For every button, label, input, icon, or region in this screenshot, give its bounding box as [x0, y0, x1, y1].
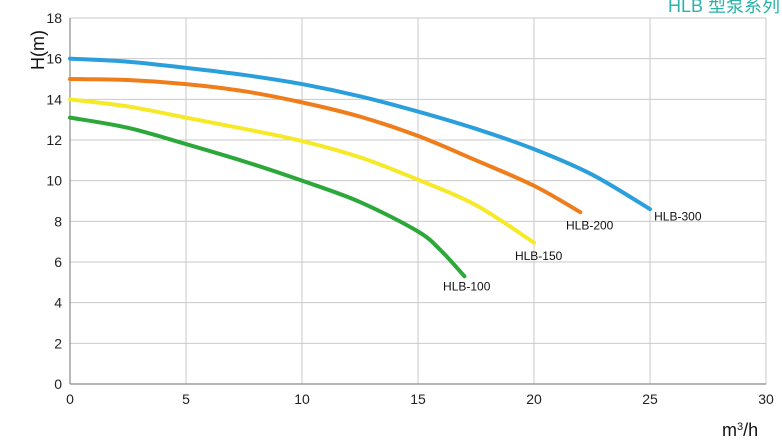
x-tick-label: 10: [294, 391, 310, 407]
series-label-hlb-100: HLB-100: [443, 279, 491, 293]
series-label-hlb-300: HLB-300: [654, 209, 702, 223]
y-tick-label: 18: [46, 10, 62, 26]
y-tick-label: 2: [54, 335, 62, 351]
x-axis-label-tail: /h: [743, 420, 758, 440]
y-tick-label: 16: [46, 51, 62, 67]
x-axis-label-sup: 3: [737, 421, 743, 433]
series-line-hlb-200: [68, 77, 583, 215]
axes: 0 5 10 15 20 25 30 0 2 4 6 8 10 12 14 16 18: [46, 10, 774, 407]
x-tick-label: 5: [182, 391, 190, 407]
series-lines: [68, 56, 652, 279]
y-tick-label: 14: [46, 91, 62, 107]
y-tick-label: 12: [46, 132, 62, 148]
series-line-hlb-150: [68, 97, 536, 245]
grid: [70, 17, 767, 384]
y-tick-label: 6: [54, 254, 62, 270]
series-label-hlb-200: HLB-200: [566, 218, 614, 232]
y-axis-label: H(m): [28, 30, 48, 70]
series-line-hlb-300: [68, 56, 652, 212]
series-labels: HLB-100 HLB-150 HLB-200 HLB-300: [443, 209, 702, 293]
x-tick-label: 15: [410, 391, 426, 407]
y-tick-label: 4: [54, 295, 62, 311]
series-label-hlb-150: HLB-150: [515, 249, 563, 263]
x-tick-label: 20: [526, 391, 542, 407]
x-axis-label: m3/h: [722, 420, 758, 440]
y-tick-label: 10: [46, 173, 62, 189]
series-line-hlb-100: [68, 115, 467, 279]
x-tick-label: 25: [642, 391, 658, 407]
y-tick-label: 8: [54, 213, 62, 229]
x-axis-label-base: m: [722, 420, 737, 440]
x-tick-label: 30: [758, 391, 774, 407]
chart-title: HLB 型泵系列: [668, 0, 780, 16]
y-tick-label: 0: [54, 376, 62, 392]
x-tick-label: 0: [66, 391, 74, 407]
